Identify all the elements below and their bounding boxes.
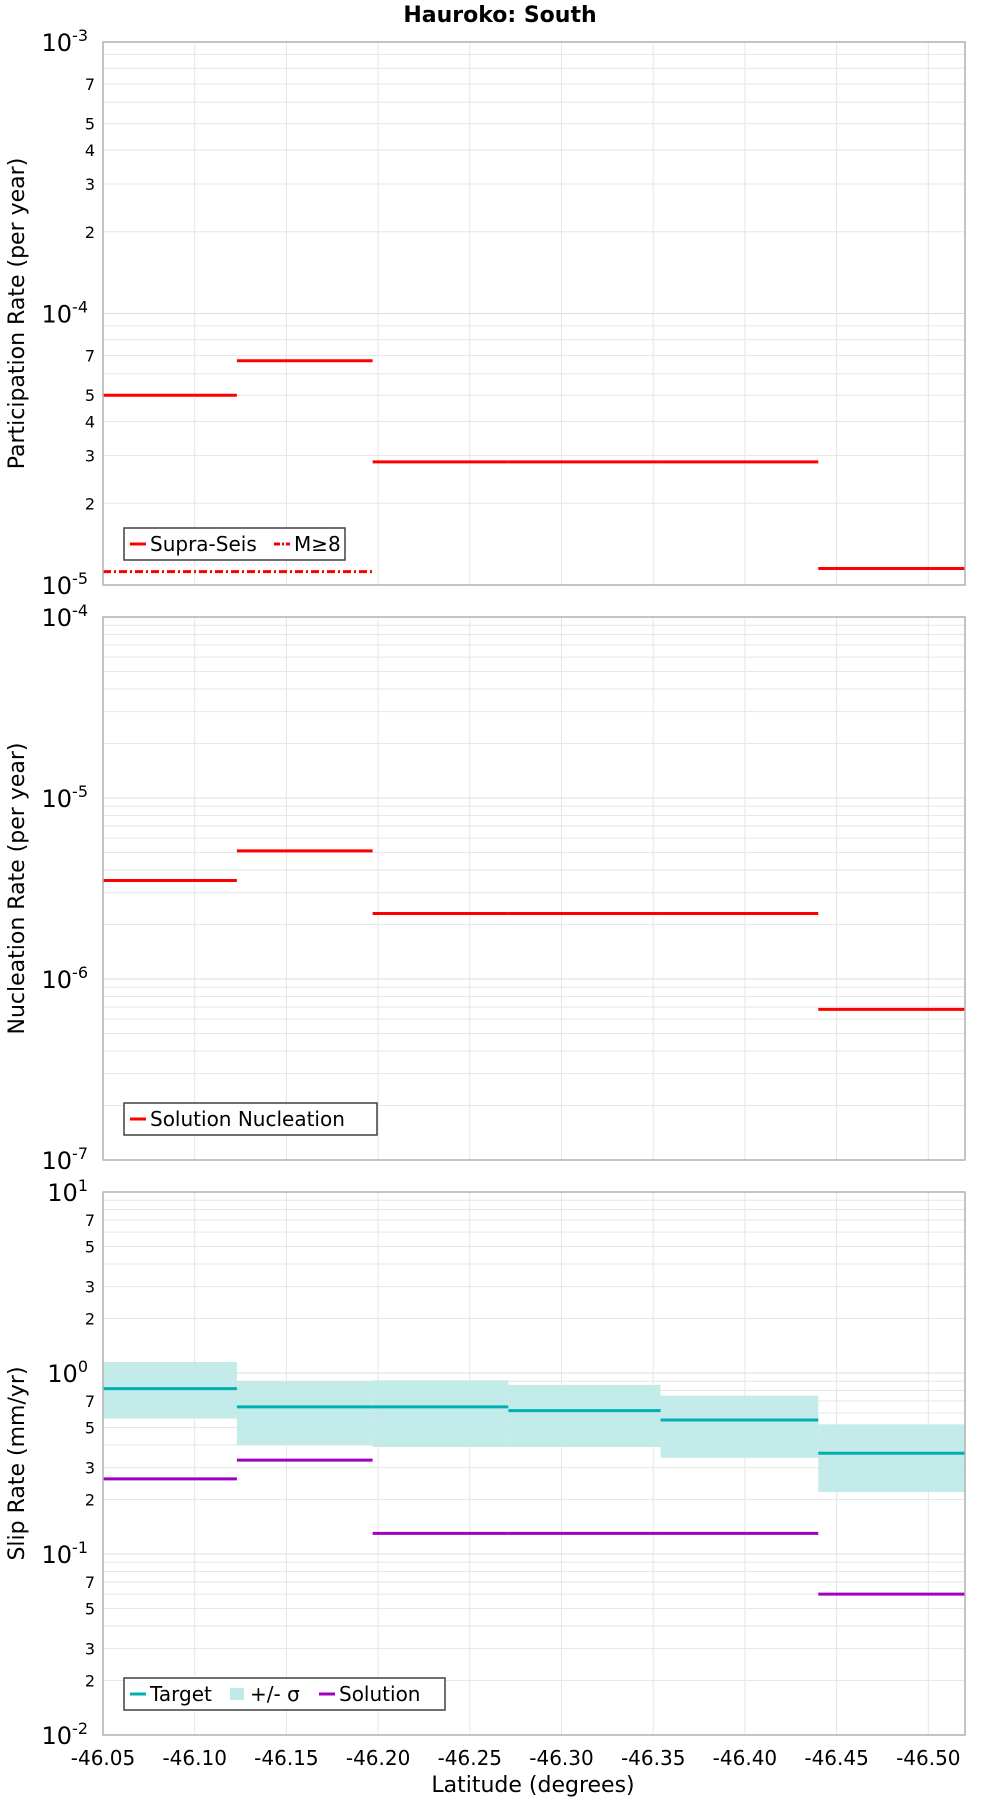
legend-box <box>123 527 346 561</box>
y-tick-label-minor: 3 <box>85 175 95 194</box>
y-tick-label-minor: 7 <box>85 347 95 366</box>
legend-box <box>123 1677 446 1711</box>
y-tick-label-major: 10-5 <box>42 782 89 813</box>
x-tick-label: -46.30 <box>529 1746 593 1770</box>
sigma-band <box>660 1395 819 1458</box>
y-tick-label-minor: 7 <box>85 75 95 94</box>
y-tick-label-minor: 3 <box>85 446 95 465</box>
x-tick-label: -46.40 <box>713 1746 777 1770</box>
panel-1: 10-3 10-4 10-5 7 5 4 3 2 7 5 4 3 2 Participation Rate… <box>5 26 966 600</box>
y-tick-label-major: 10-7 <box>42 1144 89 1175</box>
legend-swatch <box>230 1688 244 1700</box>
y-tick-label-minor: 2 <box>85 1491 95 1510</box>
panel-2: 10-4 10-5 10-6 10-7 Nucleation Rate (per yea… <box>5 601 966 1175</box>
y-tick-label-minor: 7 <box>85 1211 95 1230</box>
y-tick-label-minor: 2 <box>85 1672 95 1691</box>
x-tick-label: -46.45 <box>804 1746 868 1770</box>
y-tick-label-minor: 4 <box>85 413 95 432</box>
legend-label: +/- σ <box>250 1682 300 1706</box>
y-tick-label-minor: 2 <box>85 494 95 513</box>
y-tick-label-major: 10-6 <box>42 963 89 994</box>
sigma-band <box>818 1424 965 1493</box>
y-tick-label-minor: 7 <box>85 1573 95 1592</box>
y-tick-label-minor: 3 <box>85 1278 95 1297</box>
legend-label: Solution Nucleation <box>150 1107 345 1131</box>
y-tick-label-major: 10-3 <box>42 26 89 57</box>
y-tick-label-minor: 7 <box>85 1392 95 1411</box>
x-tick-label: -46.50 <box>896 1746 960 1770</box>
y-tick-label-major: 10-1 <box>42 1538 89 1569</box>
plot-frame <box>102 616 966 1161</box>
y-tick-label-minor: 5 <box>85 1418 95 1437</box>
y-tick-label-minor: 5 <box>85 386 95 405</box>
legend-label: Solution <box>339 1682 420 1706</box>
x-tick-label: -46.15 <box>254 1746 318 1770</box>
x-axis-label: Latitude (degrees) <box>431 1773 634 1798</box>
y-tick-label-minor: 3 <box>85 1640 95 1659</box>
legend-label: Supra-Seis <box>150 532 257 556</box>
y-axis-label: Participation Rate (per year) <box>5 158 30 470</box>
y-axis-label: Nucleation Rate (per year) <box>5 743 30 1035</box>
y-tick-label-minor: 3 <box>85 1459 95 1478</box>
sigma-band <box>236 1381 373 1446</box>
sigma-band <box>103 1362 237 1419</box>
y-tick-label-minor: 4 <box>85 141 95 160</box>
x-tick-label: -46.25 <box>438 1746 502 1770</box>
legend-box <box>123 1102 378 1136</box>
legend-label: M≥8 <box>294 532 341 556</box>
x-tick-label: -46.35 <box>621 1746 685 1770</box>
sigma-band <box>372 1380 509 1448</box>
plot-frame <box>102 41 966 586</box>
y-axis-label: Slip Rate (mm/yr) <box>5 1366 30 1560</box>
chart-title: Hauroko: South <box>403 3 596 28</box>
plot-area <box>103 617 965 1160</box>
y-tick-label-major: 101 <box>47 1176 88 1207</box>
y-tick-label-major: 10-4 <box>42 601 89 632</box>
y-tick-label-minor: 5 <box>85 1237 95 1256</box>
x-tick-label: -46.05 <box>71 1746 135 1770</box>
plot-frame <box>102 1191 966 1736</box>
y-tick-label-minor: 2 <box>85 1310 95 1329</box>
y-tick-label-major: 100 <box>47 1357 88 1388</box>
y-tick-label-minor: 5 <box>85 1599 95 1618</box>
y-tick-label-minor: 2 <box>85 223 95 242</box>
y-tick-label-minor: 5 <box>85 115 95 134</box>
y-tick-label-major: 10-4 <box>42 298 89 329</box>
x-tick-label: -46.10 <box>162 1746 226 1770</box>
sigma-band <box>508 1384 661 1448</box>
y-tick-label-major: 10-5 <box>42 569 89 600</box>
x-tick-label: -46.20 <box>346 1746 410 1770</box>
legend-label: Target <box>149 1682 212 1706</box>
